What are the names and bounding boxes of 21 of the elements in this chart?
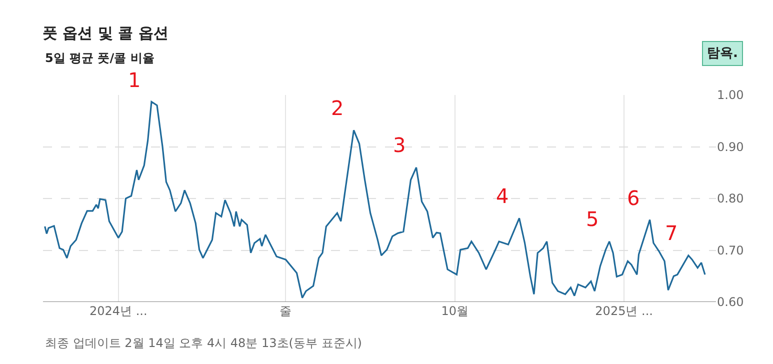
y-tick-label: 0.70 (717, 243, 744, 258)
annotation: 7 (665, 221, 678, 245)
line-series (44, 100, 706, 299)
annotation: 2 (331, 96, 344, 120)
y-tick-label: 0.90 (717, 140, 744, 154)
y-tick-label: 1.00 (717, 88, 744, 102)
annotation: 4 (496, 184, 509, 208)
y-tick-label: 0.60 (717, 295, 744, 310)
text: 탐욕. (707, 46, 738, 61)
annotation: 6 (627, 186, 640, 210)
x-tick-label: 줄 (280, 304, 292, 318)
annotation: 1 (128, 68, 141, 92)
chart-subtitle: 5일 평균 풋/콜 비율 (45, 51, 154, 65)
y-tick-label: 0.80 (717, 192, 744, 206)
x-tick-label: 2025년 ... (595, 304, 653, 318)
chart-title: 풋 옵션 및 콜 옵션 (42, 24, 168, 42)
annotation: 5 (586, 207, 599, 231)
x-tick-label: 10월 (441, 304, 469, 318)
text: 최종 업데이트 2월 14일 오후 4시 48분 13초(동부 표준시) (45, 336, 362, 350)
annotation: 3 (393, 133, 406, 157)
x-tick-label: 2024년 ... (89, 304, 148, 318)
